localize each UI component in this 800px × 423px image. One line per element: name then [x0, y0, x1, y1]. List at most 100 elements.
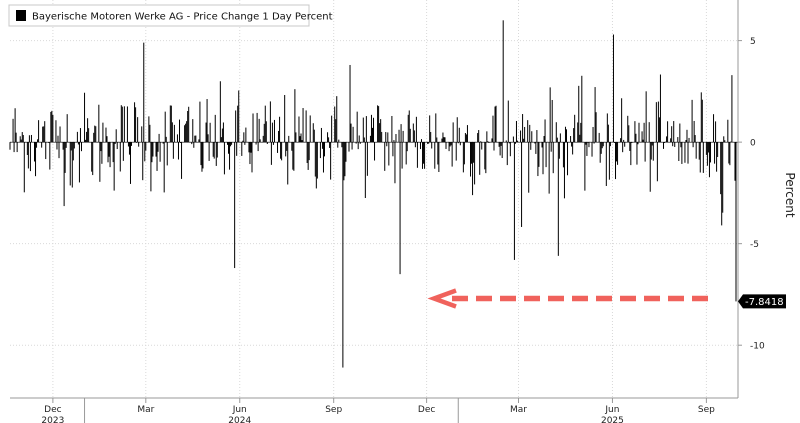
red-dashed-arrow-annotation	[427, 288, 708, 309]
bar	[341, 142, 343, 148]
bar	[69, 142, 71, 186]
bar	[565, 129, 567, 143]
bar	[44, 121, 46, 143]
bar	[56, 142, 58, 150]
bar	[213, 142, 215, 159]
bar	[486, 131, 488, 143]
bar	[165, 136, 167, 143]
bar	[58, 142, 60, 159]
bar	[443, 137, 445, 143]
bar	[186, 121, 188, 143]
bar	[294, 89, 296, 143]
bar	[593, 142, 595, 144]
bar	[548, 142, 550, 194]
bar	[115, 129, 117, 143]
bar	[279, 116, 281, 143]
bar	[9, 142, 11, 150]
bar	[717, 142, 719, 157]
bar	[188, 106, 190, 143]
bar	[292, 142, 294, 170]
x-tick-label: Dec	[44, 405, 61, 415]
bar	[41, 142, 43, 148]
bar	[666, 136, 668, 143]
bar	[645, 91, 647, 143]
bar	[694, 135, 696, 143]
bar	[720, 142, 722, 195]
bar	[671, 126, 673, 143]
bar	[570, 136, 572, 143]
bar	[379, 123, 381, 143]
bar	[301, 140, 303, 143]
bar	[588, 142, 590, 148]
bar	[308, 142, 310, 161]
bar	[464, 133, 466, 143]
bar	[408, 110, 410, 143]
bar	[472, 142, 474, 196]
bar	[487, 141, 489, 143]
bar	[330, 142, 332, 180]
bar-series	[9, 20, 738, 368]
bar	[112, 142, 114, 163]
bar	[698, 142, 700, 160]
bar	[359, 142, 361, 144]
bar	[245, 127, 247, 143]
bar	[287, 142, 289, 185]
bar	[59, 126, 61, 143]
y-tick-label: -5	[750, 240, 759, 250]
bar	[258, 118, 260, 143]
bar	[295, 132, 297, 143]
bar	[171, 122, 173, 143]
bar	[281, 142, 283, 161]
bar	[637, 142, 639, 145]
bar	[687, 142, 689, 164]
bar	[450, 142, 452, 146]
bar	[27, 142, 29, 169]
bar	[80, 142, 82, 152]
bar	[200, 142, 202, 166]
last-value-label-text: -7.8418	[745, 297, 784, 308]
bar	[57, 135, 59, 143]
bar	[709, 142, 711, 163]
bar	[591, 142, 593, 157]
bar	[688, 137, 690, 143]
bar	[465, 134, 467, 143]
bar	[621, 98, 623, 143]
bar	[422, 142, 424, 169]
bar	[670, 138, 672, 143]
bar	[378, 106, 380, 143]
bar	[234, 142, 236, 269]
bar	[692, 142, 694, 148]
bar	[695, 142, 697, 159]
bar	[342, 142, 344, 368]
bar	[644, 142, 646, 162]
bar	[172, 142, 174, 159]
bar	[641, 131, 643, 143]
bar	[102, 122, 104, 143]
bar	[12, 118, 14, 143]
bar	[512, 136, 514, 143]
bar	[202, 142, 204, 169]
bar	[580, 122, 582, 143]
bar	[76, 131, 78, 143]
bar	[643, 122, 645, 143]
bar	[459, 142, 461, 146]
bar	[163, 142, 165, 193]
bar	[680, 142, 682, 148]
bar	[126, 106, 128, 143]
y-tick-label: 5	[750, 37, 756, 47]
bar	[452, 122, 454, 143]
bar	[480, 141, 482, 143]
bar	[229, 142, 231, 170]
y-axis-title: Percent	[783, 172, 797, 217]
bar	[162, 142, 164, 144]
bar	[416, 142, 418, 168]
bar	[713, 114, 715, 143]
bar	[602, 142, 604, 147]
bar	[445, 142, 447, 149]
bar	[479, 142, 481, 175]
bar	[650, 142, 652, 160]
bar	[557, 142, 559, 256]
x-year-label: 2023	[41, 416, 64, 423]
bar	[145, 142, 147, 151]
last-value-label-background	[738, 294, 786, 309]
